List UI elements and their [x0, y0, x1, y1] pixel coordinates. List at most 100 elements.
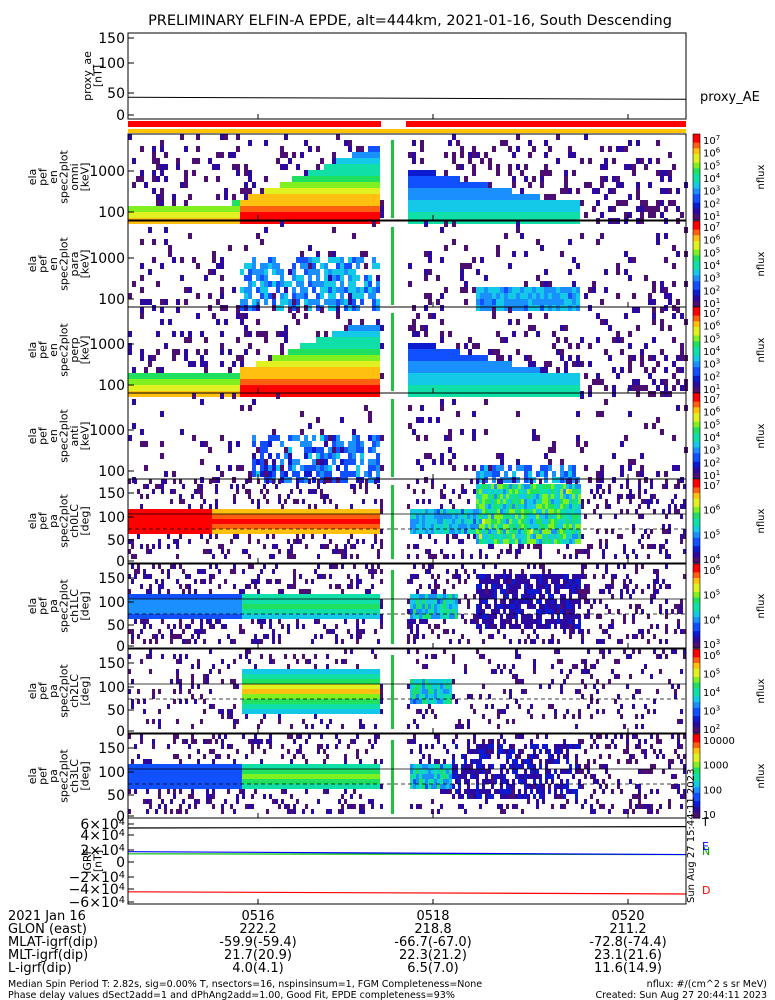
- spectrogram-cell: [671, 499, 674, 504]
- spectrogram-cell: [288, 465, 292, 471]
- spectrogram-cell: [636, 325, 640, 331]
- spectrogram-cell: [218, 514, 221, 519]
- spectrogram-cell: [380, 539, 383, 544]
- spectrogram-cell: [336, 206, 340, 212]
- spectrogram-cell: [545, 494, 548, 499]
- spectrogram-cell: [452, 629, 455, 634]
- spectrogram-cell: [425, 509, 428, 514]
- spectrogram-cell: [460, 212, 464, 218]
- spectrogram-cell: [152, 604, 155, 609]
- spectrogram-cell: [203, 509, 206, 514]
- spectrogram-cell: [292, 385, 296, 391]
- spectrogram-cell: [230, 519, 233, 524]
- spectrogram-cell: [488, 200, 492, 206]
- spectrogram-cell: [448, 349, 452, 355]
- spectrogram-cell: [516, 293, 520, 299]
- spectrogram-cell: [278, 609, 281, 614]
- spectrogram-cell: [324, 287, 328, 293]
- spectrogram-cell: [362, 499, 365, 504]
- spectrogram-cell: [368, 604, 371, 609]
- spectrogram-cell: [344, 176, 348, 182]
- spectrogram-cell: [240, 188, 244, 194]
- spectrogram-cell: [371, 599, 374, 604]
- spectrogram-cell: [356, 206, 360, 212]
- spectrogram-cell: [554, 509, 557, 514]
- spectrogram-cell: [320, 194, 324, 200]
- spectrogram-cell: [317, 614, 320, 619]
- spectrogram-cell: [251, 609, 254, 614]
- spectrogram-cell: [149, 509, 152, 514]
- spectrogram-cell: [200, 524, 203, 529]
- spectrogram-cell: [536, 239, 540, 245]
- spectrogram-cell: [260, 275, 264, 281]
- spectrogram-cell: [164, 604, 167, 609]
- spectrogram-cell: [482, 514, 485, 519]
- spectrogram-cell: [548, 212, 552, 218]
- spectrogram-cell: [506, 504, 509, 509]
- spectrogram-cell: [412, 188, 416, 194]
- spectrogram-cell: [532, 429, 536, 435]
- spectrogram-cell: [356, 634, 359, 639]
- spectrogram-cell: [412, 305, 416, 311]
- spectrogram-cell: [268, 212, 272, 218]
- spectrogram-cell: [340, 331, 344, 337]
- spectrogram-cell: [281, 519, 284, 524]
- spectrogram-cell: [224, 609, 227, 614]
- spectrogram-cell: [220, 206, 224, 212]
- spectrogram-cell: [572, 200, 576, 206]
- spectrogram-cell: [605, 539, 608, 544]
- spectrogram-cell: [455, 604, 458, 609]
- spectrogram-cell: [264, 281, 268, 287]
- spectrogram-cell: [500, 539, 503, 544]
- spectrogram-cell: [452, 367, 456, 373]
- spectrogram-cell: [264, 227, 268, 233]
- spectrogram-cell: [312, 391, 316, 397]
- spectrogram-cell: [540, 287, 544, 293]
- spectrogram-cell: [260, 594, 263, 599]
- spectrogram-cell: [532, 293, 536, 299]
- spectrogram-cell: [548, 519, 551, 524]
- spectrogram-cell: [353, 529, 356, 534]
- spectrogram-cell: [200, 355, 204, 361]
- spectrogram-cell: [176, 391, 180, 397]
- spectrogram-cell: [155, 509, 158, 514]
- spectrogram-cell: [196, 349, 200, 355]
- spectrogram-cell: [148, 206, 152, 212]
- spectrogram-cell: [218, 584, 221, 589]
- spectrogram-cell: [328, 373, 332, 379]
- spectrogram-cell: [209, 564, 212, 569]
- spectrogram-cell: [264, 275, 268, 281]
- spectrogram-cell: [524, 281, 528, 287]
- spectrogram-cell: [440, 405, 444, 411]
- spectrogram-cell: [508, 146, 512, 152]
- spectrogram-cell: [188, 379, 192, 385]
- spectrogram-cell: [476, 574, 479, 579]
- spectrogram-cell: [302, 614, 305, 619]
- spectrogram-cell: [576, 343, 580, 349]
- spectrogram-cell: [368, 200, 372, 206]
- spectrogram-cell: [491, 519, 494, 524]
- spectrogram-cell: [248, 599, 251, 604]
- spectrogram-cell: [302, 594, 305, 599]
- spectrogram-cell: [173, 509, 176, 514]
- spectrogram-cell: [323, 524, 326, 529]
- spectrogram-cell: [524, 287, 528, 293]
- spectrogram-cell: [278, 639, 281, 644]
- spectrogram-cell: [504, 305, 508, 311]
- spectrogram-cell: [284, 524, 287, 529]
- spectrogram-cell: [340, 263, 344, 269]
- spectrogram-cell: [158, 514, 161, 519]
- spectrogram-cell: [348, 287, 352, 293]
- spectrogram-cell: [544, 477, 548, 483]
- spectrogram-cell: [252, 385, 256, 391]
- spectrogram-cell: [136, 206, 140, 212]
- spectrogram-cell: [251, 514, 254, 519]
- spectrogram-cell: [420, 349, 424, 355]
- spectrogram-cell: [362, 524, 365, 529]
- spectrogram-cell: [272, 629, 275, 634]
- spectrogram-cell: [539, 484, 542, 489]
- spectrogram-cell: [456, 182, 460, 188]
- spectrogram-cell: [524, 385, 528, 391]
- spectrogram-cell: [204, 349, 208, 355]
- spectrogram-cell: [485, 514, 488, 519]
